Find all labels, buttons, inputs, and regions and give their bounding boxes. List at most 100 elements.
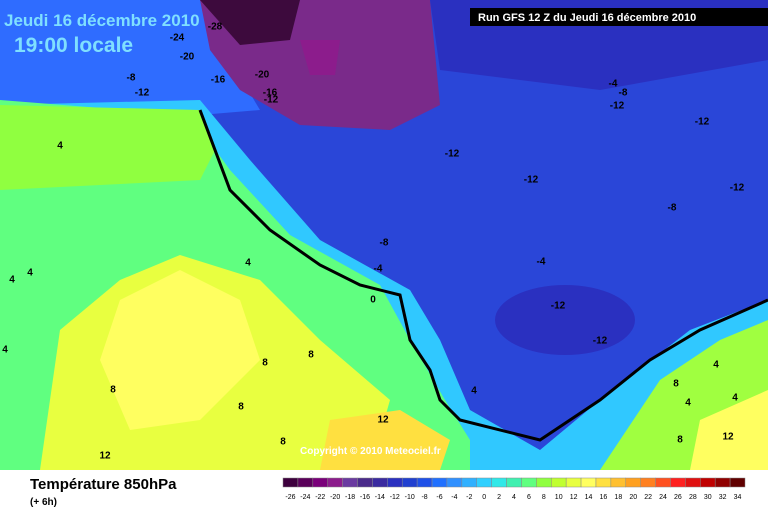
scale-swatch (461, 477, 477, 488)
contour-label: 8 (238, 402, 244, 413)
contour-label: 8 (308, 350, 314, 361)
scale-tick-label: 0 (482, 494, 486, 501)
scale-swatch (357, 477, 373, 488)
scale-swatch (700, 477, 716, 488)
scale-tick-label: -14 (375, 494, 385, 501)
light-blue-area (0, 0, 260, 115)
scale-tick-label: 24 (659, 494, 667, 501)
scale-swatch (416, 477, 433, 488)
contour-label: 8 (110, 385, 116, 396)
contour-label: 8 (280, 437, 286, 448)
contour-label: 4 (245, 258, 251, 269)
contour-label: -8 (127, 73, 136, 84)
warm-core (100, 270, 260, 430)
contour-label: -20 (180, 52, 195, 63)
contour-label: 4 (732, 393, 738, 404)
scale-tick-label: -18 (345, 494, 355, 501)
copyright: Copyright © 2010 Meteociel.fr (300, 446, 441, 457)
scale-swatch (446, 477, 463, 488)
contour-label: -8 (619, 88, 628, 99)
contour-label: -8 (668, 203, 677, 214)
contour-labels: -28-24-20-20-16-16-12-8-12-12-12-12-12-8… (2, 22, 744, 462)
scale-swatch (327, 477, 343, 488)
warm-africa (320, 410, 450, 470)
scale-swatch (670, 477, 686, 488)
contour-label: 4 (57, 141, 63, 152)
legend-step: (+ 6h) (30, 497, 57, 508)
contour-label: -12 (730, 183, 745, 194)
scale-tick-label: -8 (421, 494, 427, 501)
contour-label: 4 (713, 360, 719, 371)
scale-swatch (297, 477, 314, 488)
scale-swatch (610, 477, 627, 488)
scale-swatch (506, 477, 522, 488)
scale-tick-label: 32 (719, 494, 727, 501)
legend-bar (0, 470, 768, 512)
scale-tick-label: 16 (600, 494, 608, 501)
cold-core-dark (200, 0, 300, 45)
scale-swatch (565, 477, 582, 488)
scale-tick-label: 28 (689, 494, 697, 501)
scale-tick-label: -26 (285, 494, 295, 501)
contour-label: 4 (27, 268, 33, 279)
contour-label: 4 (2, 345, 8, 356)
scale-tick-label: -4 (451, 494, 457, 501)
scale-tick-label: 26 (674, 494, 682, 501)
scale-tick-label: 12 (570, 494, 578, 501)
scale-tick-label: 30 (704, 494, 712, 501)
scale-swatch (595, 477, 612, 488)
scale-swatch (536, 477, 552, 488)
scale-tick-label: -12 (390, 494, 400, 501)
scale-tick-label: 6 (527, 494, 531, 501)
contour-label: -12 (610, 101, 625, 112)
scale-swatch (551, 477, 567, 488)
contour-label: -12 (593, 336, 608, 347)
scale-swatch (401, 477, 418, 488)
scale-tick-label: 20 (629, 494, 637, 501)
contour-label: -12 (551, 301, 566, 312)
scale-swatch (431, 477, 448, 488)
scale-tick-label: -6 (436, 494, 442, 501)
scale-tick-label: 2 (497, 494, 501, 501)
scale-swatch (312, 477, 328, 488)
scale-swatch (685, 477, 701, 488)
warm-east (690, 390, 768, 470)
scale-swatch (491, 477, 507, 488)
contour-label: -4 (374, 264, 383, 275)
scale-tick-label: 22 (644, 494, 652, 501)
contour-label: -4 (609, 79, 618, 90)
contour-label: 0 (370, 295, 376, 306)
mild-area-north (0, 105, 215, 190)
contour-label: -12 (524, 175, 539, 186)
contour-label: -28 (208, 22, 223, 33)
contour-label: -12 (135, 88, 150, 99)
scale-swatch (640, 477, 656, 488)
scale-tick-label: -20 (330, 494, 340, 501)
scale-swatch (342, 477, 358, 488)
contour-label: -16 (263, 88, 278, 99)
contour-label: 12 (722, 432, 734, 443)
scale-swatch (372, 477, 388, 488)
time-label: 19:00 locale (14, 34, 133, 57)
scale-tick-label: -16 (360, 494, 370, 501)
scale-tick-label: 4 (512, 494, 516, 501)
legend-title: Température 850hPa (30, 476, 177, 493)
contour-label: -20 (255, 70, 270, 81)
scale-tick-label: 34 (734, 494, 742, 501)
contour-label: 4 (685, 398, 691, 409)
scale-tick-label: -22 (315, 494, 325, 501)
contour-label: -12 (695, 117, 710, 128)
date-label: Jeudi 16 décembre 2010 (4, 11, 200, 30)
contour-label: 8 (673, 379, 679, 390)
contour-label: 4 (9, 275, 15, 286)
cold-core-center (300, 40, 340, 75)
scale-swatch (625, 477, 641, 488)
contour-label: -4 (537, 257, 546, 268)
scale-swatch (655, 477, 671, 488)
scale-swatch (387, 477, 403, 488)
contour-label: -8 (380, 238, 389, 249)
scale-swatch (580, 477, 597, 488)
scale-swatch (282, 477, 299, 488)
cold-pool (495, 285, 635, 355)
